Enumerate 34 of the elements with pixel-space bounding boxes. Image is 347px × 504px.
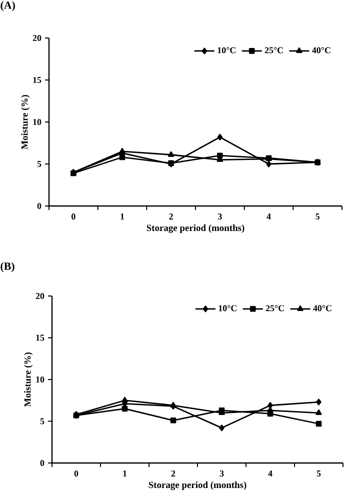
y-tick-label: 0	[37, 202, 42, 210]
chart-title: (B)	[0, 262, 14, 272]
y-tick-label: 5	[40, 418, 44, 424]
y-tick-label: 0	[40, 460, 44, 466]
legend-label: 40°C	[313, 305, 332, 312]
y-axis-title: Moisture (%)	[21, 95, 30, 150]
x-axis-title: Storage period (months)	[148, 481, 246, 490]
legend-label: 25°C	[264, 47, 283, 54]
y-tick-label: 15	[33, 76, 42, 84]
x-tick-label: 2	[171, 470, 176, 476]
y-tick-label: 20	[32, 34, 42, 42]
x-tick-label: 4	[266, 214, 271, 220]
x-tick-label: 5	[316, 214, 320, 220]
x-tick-label: 3	[220, 470, 224, 477]
legend-label: 25°C	[266, 305, 284, 312]
y-tick-label: 5	[37, 161, 42, 167]
x-axis-title: Storage period (months)	[146, 224, 244, 234]
x-tick-label: 0	[72, 214, 76, 220]
x-tick-label: 4	[268, 470, 272, 476]
x-tick-label: 1	[120, 214, 124, 220]
x-tick-label: 3	[218, 214, 222, 220]
x-tick-label: 2	[169, 214, 173, 220]
y-tick-label: 10	[33, 118, 42, 126]
y-tick-label: 15	[36, 334, 44, 341]
x-tick-label: 1	[123, 470, 127, 476]
legend-label: 10°C	[218, 305, 237, 312]
x-tick-label: 5	[316, 470, 321, 476]
chart-title: (A)	[0, 1, 15, 12]
y-axis-title: Moisture (%)	[24, 352, 33, 407]
legend-label: 40°C	[312, 47, 330, 54]
x-tick-label: 0	[74, 470, 78, 477]
y-tick-label: 20	[36, 292, 44, 300]
y-tick-label: 10	[36, 376, 44, 383]
legend-label: 10°C	[218, 47, 236, 54]
